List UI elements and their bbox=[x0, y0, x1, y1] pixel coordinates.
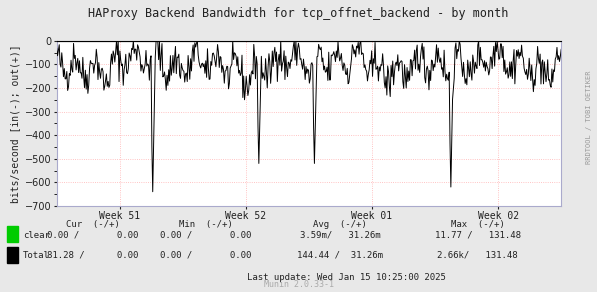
Text: HAProxy Backend Bandwidth for tcp_offnet_backend - by month: HAProxy Backend Bandwidth for tcp_offnet… bbox=[88, 7, 509, 20]
Text: Max  (-/+): Max (-/+) bbox=[451, 220, 504, 230]
Y-axis label: bits/second [in(-); out(+)]: bits/second [in(-); out(+)] bbox=[10, 44, 20, 203]
Text: 81.28 /      0.00: 81.28 / 0.00 bbox=[47, 251, 139, 260]
Text: clear: clear bbox=[23, 231, 50, 239]
Text: Last update: Wed Jan 15 10:25:00 2025: Last update: Wed Jan 15 10:25:00 2025 bbox=[247, 274, 446, 282]
Text: 2.66k/   131.48: 2.66k/ 131.48 bbox=[437, 251, 518, 260]
Text: Min  (-/+): Min (-/+) bbox=[179, 220, 233, 230]
Text: 0.00 /       0.00: 0.00 / 0.00 bbox=[160, 251, 252, 260]
Text: 0.00 /       0.00: 0.00 / 0.00 bbox=[47, 231, 139, 239]
Text: 3.59m/   31.26m: 3.59m/ 31.26m bbox=[300, 231, 381, 239]
Text: Total: Total bbox=[23, 251, 50, 260]
Text: 11.77 /   131.48: 11.77 / 131.48 bbox=[435, 231, 521, 239]
Text: Avg  (-/+): Avg (-/+) bbox=[313, 220, 367, 230]
Text: 0.00 /       0.00: 0.00 / 0.00 bbox=[160, 231, 252, 239]
Text: 144.44 /  31.26m: 144.44 / 31.26m bbox=[297, 251, 383, 260]
Text: Cur  (-/+): Cur (-/+) bbox=[66, 220, 119, 230]
Text: Munin 2.0.33-1: Munin 2.0.33-1 bbox=[263, 280, 334, 289]
Text: RRDTOOL / TOBI OETIKER: RRDTOOL / TOBI OETIKER bbox=[586, 70, 592, 164]
